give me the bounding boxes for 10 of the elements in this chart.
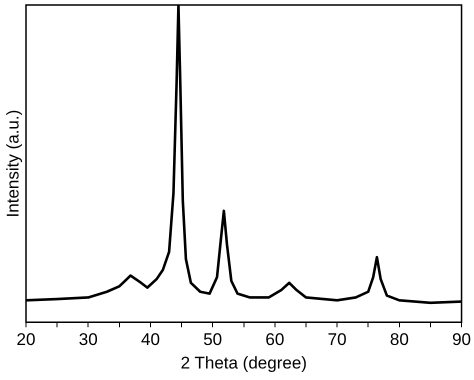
x-tick-label: 60 bbox=[265, 330, 284, 350]
x-tick-label: 80 bbox=[390, 330, 409, 350]
x-tick-label: 30 bbox=[78, 330, 98, 350]
x-tick-label: 90 bbox=[452, 330, 472, 350]
x-tick-label: 70 bbox=[328, 330, 347, 350]
x-axis-title: 2 Theta (degree) bbox=[180, 353, 307, 372]
x-tick-label: 20 bbox=[16, 330, 36, 350]
x-tick-label: 50 bbox=[203, 330, 222, 350]
x-tick-label: 40 bbox=[140, 330, 160, 350]
y-axis-title: Intensity (a.u.) bbox=[4, 110, 23, 218]
